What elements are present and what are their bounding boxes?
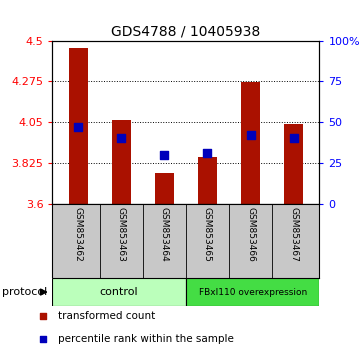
Point	[248, 132, 253, 138]
Title: GDS4788 / 10405938: GDS4788 / 10405938	[111, 24, 261, 38]
Point	[75, 124, 81, 130]
Bar	[186, 278, 319, 306]
Point	[205, 150, 210, 156]
Bar	[155, 173, 174, 204]
Text: GSM853462: GSM853462	[74, 207, 83, 262]
Bar	[69, 48, 88, 204]
Bar	[52, 278, 186, 306]
Bar	[112, 120, 131, 204]
Point	[40, 314, 46, 319]
Point	[118, 136, 124, 141]
Bar	[284, 124, 303, 204]
Bar	[241, 82, 260, 204]
Text: FBxl110 overexpression: FBxl110 overexpression	[199, 287, 307, 297]
Bar	[198, 156, 217, 204]
Text: percentile rank within the sample: percentile rank within the sample	[58, 334, 234, 344]
Point	[40, 337, 46, 342]
Text: GSM853463: GSM853463	[117, 207, 126, 262]
Text: transformed count: transformed count	[58, 311, 155, 321]
Text: GSM853466: GSM853466	[246, 207, 255, 262]
Point	[291, 136, 296, 141]
Text: GSM853465: GSM853465	[203, 207, 212, 262]
Text: GSM853467: GSM853467	[289, 207, 298, 262]
Text: protocol: protocol	[2, 287, 47, 297]
Text: GSM853464: GSM853464	[160, 207, 169, 262]
Point	[161, 152, 167, 158]
Text: control: control	[100, 287, 138, 297]
